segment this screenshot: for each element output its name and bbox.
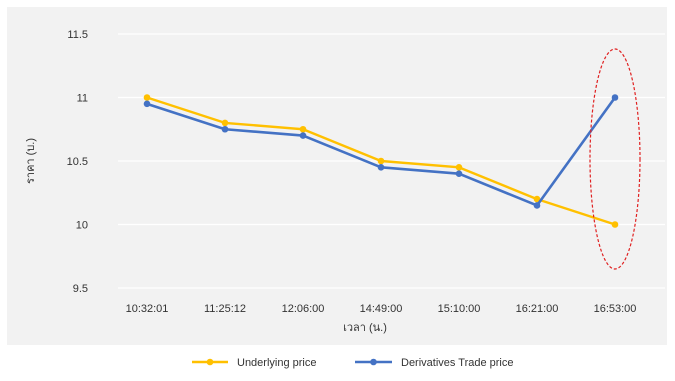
data-point xyxy=(455,164,463,171)
y-tick-label: 9.5 xyxy=(73,283,88,295)
y-axis-title: ราคา (บ.) xyxy=(25,138,37,184)
data-point xyxy=(533,195,541,203)
data-point xyxy=(377,164,385,171)
y-tick-label: 11 xyxy=(77,93,88,105)
highlight-ellipse xyxy=(589,48,641,270)
x-tick-label: 10:32:01 xyxy=(126,303,169,315)
legend-label: Derivatives Trade price xyxy=(401,357,514,369)
data-point xyxy=(533,202,541,209)
series-1 xyxy=(143,94,619,209)
y-tick-label: 10.5 xyxy=(67,156,88,168)
series-lines xyxy=(143,94,619,228)
x-axis-title: เวลา (น.) xyxy=(343,322,387,334)
data-point xyxy=(143,100,151,108)
data-point xyxy=(221,119,229,127)
legend-item: Underlying price xyxy=(192,357,316,369)
axis-ticks: 9.5 10 10.5 11 11.5 10:32:01 11:25:12 12:06:00 1… xyxy=(67,29,637,315)
data-point xyxy=(299,125,307,133)
legend-swatch-marker xyxy=(370,358,377,366)
plot-background xyxy=(7,7,667,345)
legend-swatch-marker xyxy=(206,358,214,366)
x-tick-label: 16:21:00 xyxy=(516,303,559,315)
series-0 xyxy=(143,94,619,228)
legend: Underlying price Derivatives Trade price xyxy=(192,357,514,369)
data-point xyxy=(299,132,307,139)
y-tick-label: 11.5 xyxy=(67,29,88,41)
x-tick-label: 11:25:12 xyxy=(204,303,246,315)
x-tick-label: 14:49:00 xyxy=(360,303,403,315)
y-tick-label: 10 xyxy=(76,220,88,232)
legend-item: Derivatives Trade price xyxy=(355,357,514,369)
data-point xyxy=(143,94,151,101)
legend-label: Underlying price xyxy=(237,357,316,369)
x-tick-label: 16:53:00 xyxy=(594,303,637,315)
data-point xyxy=(611,221,619,228)
data-point xyxy=(377,157,385,165)
data-point xyxy=(221,125,229,133)
x-tick-label: 12:06:00 xyxy=(282,303,325,315)
data-point xyxy=(455,170,463,177)
x-tick-label: 15:10:00 xyxy=(438,303,481,315)
data-point xyxy=(611,94,619,101)
